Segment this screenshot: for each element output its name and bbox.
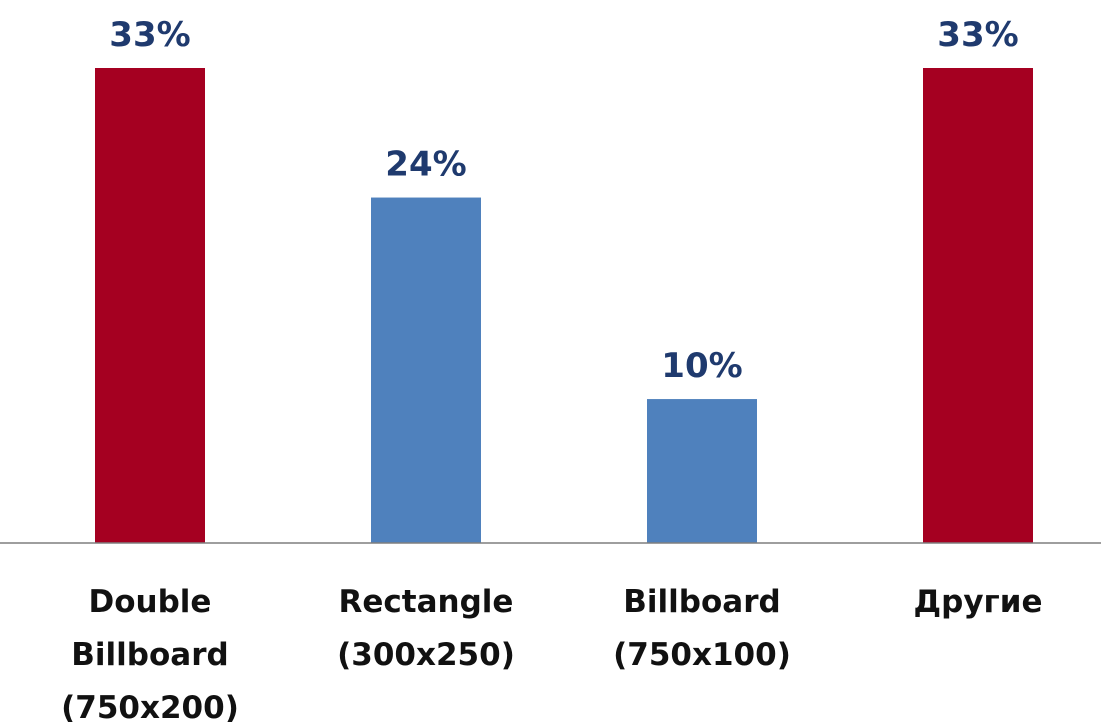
bar-2 [371, 197, 481, 543]
category-label-3-line-1: Billboard [623, 584, 780, 620]
value-labels-layer: 33% 24% 10% 33% [109, 15, 1018, 386]
bars-layer [95, 68, 1033, 543]
value-label-2: 24% [385, 145, 466, 185]
value-label-4: 33% [937, 15, 1018, 55]
value-label-3: 10% [661, 346, 742, 386]
bar-4 [923, 68, 1033, 543]
bar-3 [647, 399, 757, 543]
bar-1 [95, 68, 205, 543]
category-label-2-line-1: Rectangle [339, 584, 514, 620]
category-label-3-line-2: (750x100) [613, 637, 791, 673]
category-label-1-line-1: Double [89, 584, 212, 620]
category-label-1-line-3: (750x200) [61, 690, 239, 722]
category-labels-layer: Double Billboard (750x200) Rectangle (300x25… [61, 584, 1042, 722]
category-label-2-line-2: (300x250) [337, 637, 515, 673]
category-label-4-line-1: Другие [914, 584, 1043, 620]
value-label-1: 33% [109, 15, 190, 55]
category-label-1-line-2: Billboard [71, 637, 228, 673]
